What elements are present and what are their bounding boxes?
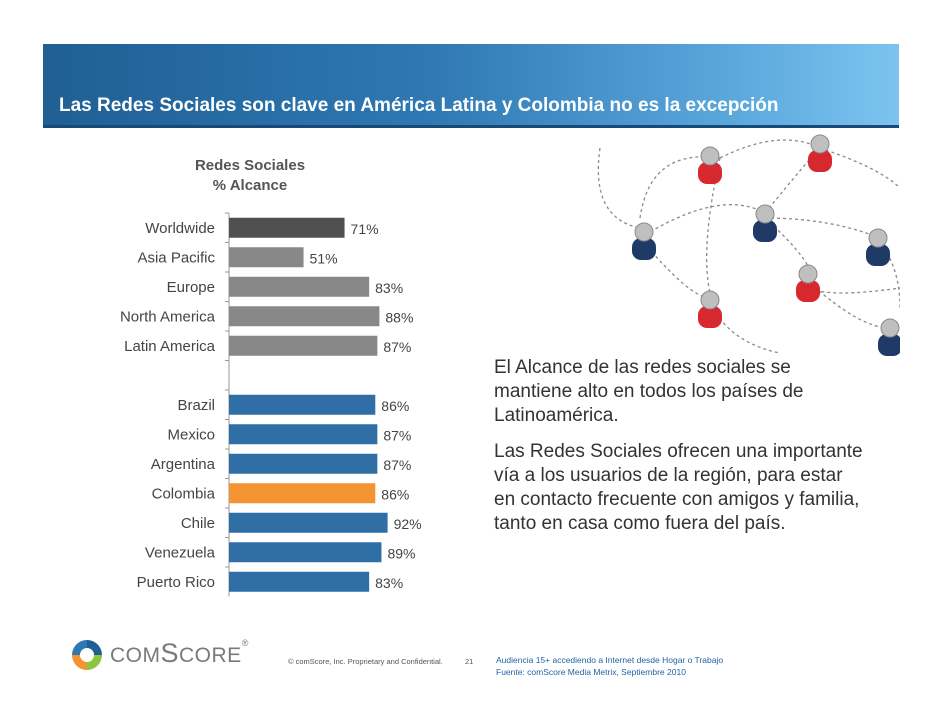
category-label: Asia Pacific [137, 249, 215, 266]
comscore-logo-text: COMSCORE® [110, 638, 249, 668]
bar [229, 217, 345, 238]
data-label: 87% [383, 427, 411, 443]
category-label: Colombia [152, 485, 216, 502]
bar [229, 306, 380, 327]
data-label: 87% [383, 457, 411, 473]
bar [229, 571, 370, 592]
category-label: Venezuela [145, 544, 216, 561]
chart-title: Redes Sociales [194, 157, 306, 174]
data-label: 89% [387, 545, 415, 561]
body-paragraph-1: El Alcance de las redes sociales se mant… [494, 357, 804, 426]
source-line-2: Fuente: comScore Media Metrix, Septiembr… [496, 667, 686, 677]
category-label: Europe [167, 279, 215, 296]
data-label: 51% [310, 250, 338, 266]
bar [229, 247, 304, 268]
chart-subtitle: % Alcance [212, 177, 288, 194]
category-label: Mexico [167, 426, 215, 443]
bar [229, 453, 378, 474]
data-label: 83% [375, 575, 403, 591]
chart-title-block: Redes Sociales % Alcance [160, 156, 340, 196]
page-title: Las Redes Sociales son clave en América … [59, 95, 779, 116]
category-label: Worldwide [145, 220, 215, 237]
source-line-1: Audiencia 15+ accediendo a Internet desd… [496, 655, 724, 665]
bar [229, 542, 382, 563]
body-text: El Alcance de las redes sociales se mant… [494, 356, 864, 548]
bar [229, 483, 376, 504]
people-group [632, 134, 900, 356]
bar [229, 276, 370, 297]
category-label: North America [120, 308, 216, 325]
header-banner: Las Redes Sociales son clave en América … [43, 44, 899, 128]
category-label: Brazil [177, 397, 215, 414]
copyright-text: © comScore, Inc. Proprietary and Confide… [288, 657, 443, 666]
category-label: Latin America [124, 338, 216, 355]
bar [229, 512, 388, 533]
bar [229, 394, 376, 415]
header-rule [43, 125, 899, 128]
social-network-illustration-icon [597, 134, 900, 356]
data-label: 83% [375, 280, 403, 296]
data-label: 86% [381, 486, 409, 502]
bar-chart: Worldwide 71% Asia Pacific 51% Europe 83% Nort… [120, 212, 422, 597]
category-label: Argentina [151, 456, 216, 473]
data-label: 87% [383, 339, 411, 355]
data-label: 88% [385, 309, 413, 325]
category-label: Puerto Rico [137, 574, 215, 591]
page-number: 21 [465, 657, 474, 666]
body-paragraph-2: Las Redes Sociales ofrecen una important… [494, 441, 863, 534]
category-label: Chile [181, 515, 215, 532]
data-label: 92% [394, 516, 422, 532]
data-label: 71% [351, 221, 379, 237]
data-label: 86% [381, 398, 409, 414]
bar [229, 335, 378, 356]
source-note: Audiencia 15+ accediendo a Internet desd… [496, 654, 723, 678]
bar [229, 424, 378, 445]
comscore-logo-icon [72, 640, 102, 670]
